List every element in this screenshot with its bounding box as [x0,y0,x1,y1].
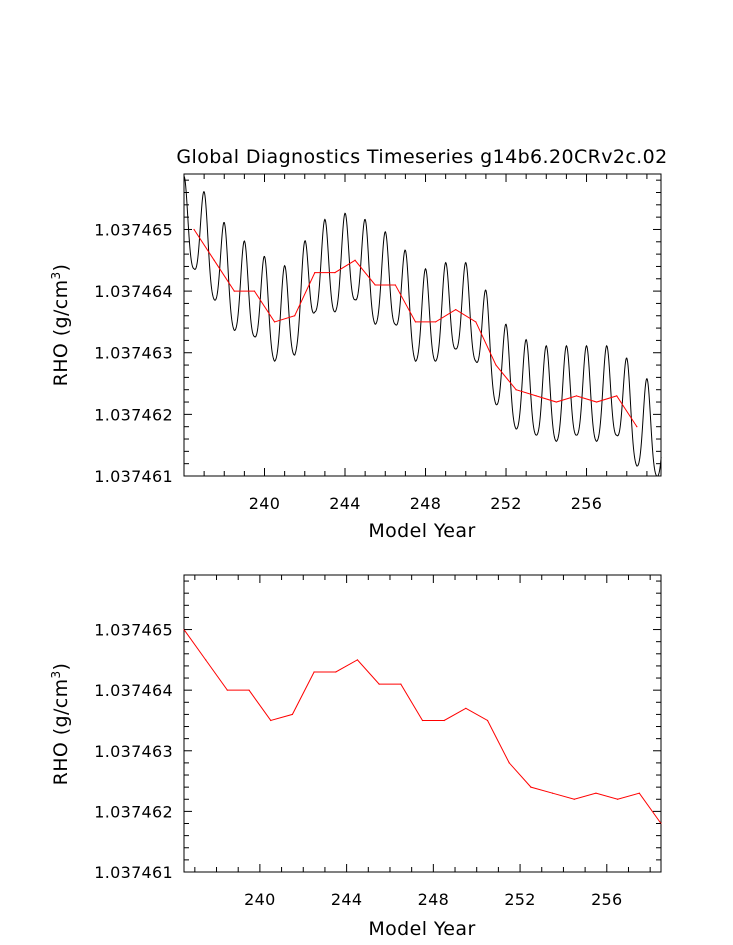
top-x-ticks: 240 244 248 252 256 [183,174,648,513]
top-plot-frame [183,173,662,477]
annual-data-point [270,719,272,722]
top-y-axis-label-sup: 3 [49,271,63,279]
annual-data-point [213,259,215,261]
top-y-axis-label: RHO (g/cm3) [49,264,72,387]
annual-data-point [226,689,228,691]
x-tick-label: 244 [329,494,360,513]
annual-data-point [465,707,467,709]
annual-data-point [414,321,417,323]
annual-series-line [193,229,638,427]
annual-data-point [555,401,557,403]
x-tick-label: 248 [410,494,441,513]
annual-data-point [443,719,445,722]
annual-data-point [335,671,337,673]
bottom-y-ticks: 1.037461 1.037462 1.037463 1.037464 1.037465 [94,580,661,882]
y-tick-label: 1.037461 [94,863,173,882]
y-tick-label: 1.037463 [94,344,173,363]
annual-data-point [595,401,598,403]
x-tick-label: 256 [571,494,602,513]
top-x-axis-label: Model Year [368,520,475,542]
annual-data-point [400,683,402,685]
annual-data-point [421,719,424,722]
top-panel: Global Diagnostics Timeseries g14b6.20CR… [49,146,667,542]
y-tick-label: 1.037465 [94,220,173,239]
annual-data-point [573,798,575,800]
annual-data-point [233,290,235,292]
annual-data-point [253,290,256,292]
top-monthly-layer [183,176,662,477]
y-tick-label: 1.037464 [94,282,173,301]
chart-title: Global Diagnostics Timeseries g14b6.20CR… [176,146,667,168]
annual-data-point [356,659,359,661]
annual-data-point [508,762,510,764]
annual-data-point [638,792,640,794]
bottom-plot-frame [183,574,662,873]
bottom-y-axis-label: RHO (g/cm3) [49,663,72,786]
annual-data-point [530,786,532,788]
annual-data-point [354,259,356,261]
annual-series-line [183,629,662,824]
annual-data-point [313,671,315,673]
bottom-x-ticks: 240 244 248 252 256 [194,575,651,909]
annual-data-point [378,683,380,685]
annual-data-point [575,395,578,397]
annual-data-point [291,713,294,716]
annual-data-point [535,395,537,397]
bottom-annual-layer [183,628,662,825]
annual-data-point [314,272,316,274]
annual-data-point [551,792,554,794]
annual-data-point [486,719,489,722]
annual-data-point [617,798,619,800]
x-tick-label: 252 [490,494,521,513]
bottom-y-axis-label-close: ) [50,663,72,671]
y-tick-label: 1.037465 [94,621,173,640]
x-tick-label: 244 [331,890,362,909]
x-tick-label: 252 [504,890,535,909]
bottom-x-axis-label: Model Year [368,918,475,940]
annual-data-point [475,321,477,323]
y-tick-label: 1.037462 [94,802,173,821]
y-tick-label: 1.037463 [94,742,173,761]
bottom-panel: 240 244 248 252 256 1.037461 1.037462 1.037463… [49,574,662,940]
annual-data-point [248,689,250,691]
bottom-y-axis-label-sup: 3 [49,670,63,678]
y-tick-label: 1.037464 [94,681,173,700]
top-y-ticks: 1.037461 1.037462 1.037463 1.037464 1.037465 [94,179,661,486]
annual-data-point [455,308,457,311]
annual-data-point [273,321,276,323]
annual-data-point [334,272,336,274]
annual-data-point [434,321,437,323]
monthly-series-line [183,176,662,477]
annual-data-point [205,659,207,661]
annual-data-point [374,284,376,286]
annual-data-point [294,315,296,317]
top-y-axis-label-main: RHO (g/cm [50,279,72,386]
top-annual-layer [193,228,638,428]
x-tick-label: 240 [249,494,280,513]
y-tick-label: 1.037462 [94,405,173,424]
annual-data-point [616,395,618,397]
annual-data-point [595,792,597,794]
annual-data-point [394,284,396,286]
annual-data-point [636,426,638,428]
x-tick-label: 240 [244,890,275,909]
x-tick-label: 248 [418,890,449,909]
annual-data-point [515,389,517,391]
top-y-axis-label-close: ) [50,264,72,272]
annual-data-point [193,228,195,231]
y-tick-label: 1.037461 [94,467,173,486]
x-tick-label: 256 [591,890,622,909]
annual-data-point [495,364,497,366]
bottom-y-axis-label-main: RHO (g/cm [50,678,72,785]
